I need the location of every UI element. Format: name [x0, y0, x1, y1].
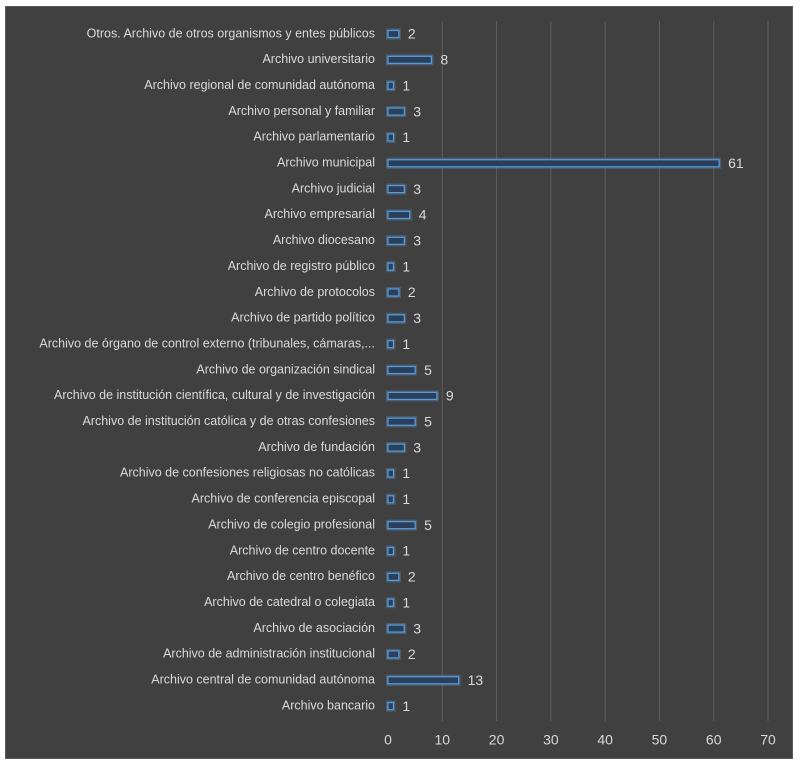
data-label: 1 [402, 698, 410, 714]
data-label: 1 [402, 543, 410, 559]
category-label: Archivo de colegio profesional [208, 517, 375, 531]
x-tick-label: 40 [597, 732, 613, 748]
category-label: Archivo de institución católica y de otr… [82, 414, 375, 428]
bar [387, 521, 416, 530]
bar [387, 262, 395, 271]
category-label: Archivo de asociación [253, 621, 375, 635]
bar [387, 701, 395, 711]
category-label: Archivo de partido político [231, 311, 375, 325]
x-tick-label: 50 [652, 732, 668, 748]
bar [387, 133, 395, 142]
category-label: Otros. Archivo de otros organismos y ent… [87, 26, 375, 40]
bar [387, 340, 395, 349]
bars [386, 28, 722, 712]
category-label: Archivo personal y familiar [228, 104, 375, 118]
category-label: Archivo de catedral o colegiata [204, 595, 375, 609]
category-label: Archivo empresarial [265, 207, 375, 221]
data-label: 5 [424, 362, 432, 378]
data-label: 3 [413, 620, 421, 636]
bar [387, 159, 720, 168]
data-label: 5 [424, 413, 432, 429]
bar [387, 185, 405, 194]
data-label: 1 [402, 491, 410, 507]
data-label: 1 [402, 77, 410, 93]
chart-area: Otros. Archivo de otros organismos y ent… [5, 6, 793, 759]
data-label: 2 [408, 646, 416, 662]
bar [387, 29, 400, 39]
bar [387, 314, 405, 323]
category-label: Archivo de organización sindical [196, 362, 375, 376]
bar [387, 81, 395, 90]
x-tick-label: 0 [384, 732, 392, 748]
bar [387, 417, 416, 426]
bar [387, 546, 395, 556]
bar [387, 624, 405, 633]
category-label: Archivo central de comunidad autónoma [151, 673, 375, 687]
data-label: 61 [728, 155, 744, 171]
category-label: Archivo de confesiones religiosas no cat… [120, 466, 375, 480]
data-label: 8 [440, 52, 448, 68]
data-label: 1 [402, 258, 410, 274]
gridlines [441, 21, 769, 721]
data-label: 1 [402, 336, 410, 352]
bar [387, 55, 433, 64]
data-label: 3 [413, 103, 421, 119]
data-label: 1 [402, 129, 410, 145]
bar [387, 443, 405, 452]
category-label: Archivo de órgano de control externo (tr… [39, 336, 375, 350]
data-label: 3 [413, 439, 421, 455]
category-label: Archivo bancario [282, 698, 375, 712]
bar [387, 365, 416, 375]
bar [387, 676, 460, 685]
category-label: Archivo de conferencia episcopal [192, 492, 375, 506]
category-label: Archivo parlamentario [253, 130, 375, 144]
category-label: Archivo de institución científica, cultu… [54, 388, 375, 402]
data-label: 9 [446, 388, 454, 404]
data-label: 2 [408, 284, 416, 300]
data-label: 5 [424, 517, 432, 533]
data-label: 4 [419, 207, 427, 223]
x-tick-label: 10 [434, 732, 450, 748]
category-label: Archivo de protocolos [255, 285, 375, 299]
data-label: 1 [402, 465, 410, 481]
bar [387, 391, 438, 400]
x-tick-label: 30 [543, 732, 559, 748]
bar [387, 650, 400, 659]
bar [387, 210, 411, 220]
data-label: 2 [408, 26, 416, 42]
category-label: Archivo municipal [277, 156, 375, 170]
data-label: 13 [468, 672, 484, 688]
data-label: 3 [413, 181, 421, 197]
category-label: Archivo regional de comunidad autónoma [144, 78, 375, 92]
bar [387, 572, 400, 581]
data-label: 3 [413, 233, 421, 249]
category-label: Archivo de centro docente [230, 543, 375, 557]
bar [387, 598, 395, 607]
bar [387, 236, 405, 245]
x-tick-label: 70 [760, 732, 776, 748]
category-label: Archivo judicial [292, 181, 375, 195]
data-label: 3 [413, 310, 421, 326]
category-label: Archivo de administración institucional [163, 647, 375, 661]
bar [387, 495, 395, 504]
category-label: Archivo universitario [262, 52, 375, 66]
category-labels: Otros. Archivo de otros organismos y ent… [39, 26, 375, 712]
data-label: 2 [408, 569, 416, 585]
x-tick-label: 60 [706, 732, 722, 748]
bar-chart: Otros. Archivo de otros organismos y ent… [39, 21, 776, 748]
x-axis-ticks: 0 10 20 30 40 50 60 70 [384, 732, 776, 748]
category-label: Archivo de fundación [258, 440, 375, 454]
bar [387, 288, 400, 297]
category-label: Archivo de centro benéfico [227, 569, 375, 583]
data-label: 1 [402, 594, 410, 610]
bar [387, 107, 405, 116]
category-label: Archivo diocesano [273, 233, 375, 247]
x-tick-label: 20 [489, 732, 505, 748]
bar [387, 469, 395, 478]
category-label: Archivo de registro público [228, 259, 375, 273]
